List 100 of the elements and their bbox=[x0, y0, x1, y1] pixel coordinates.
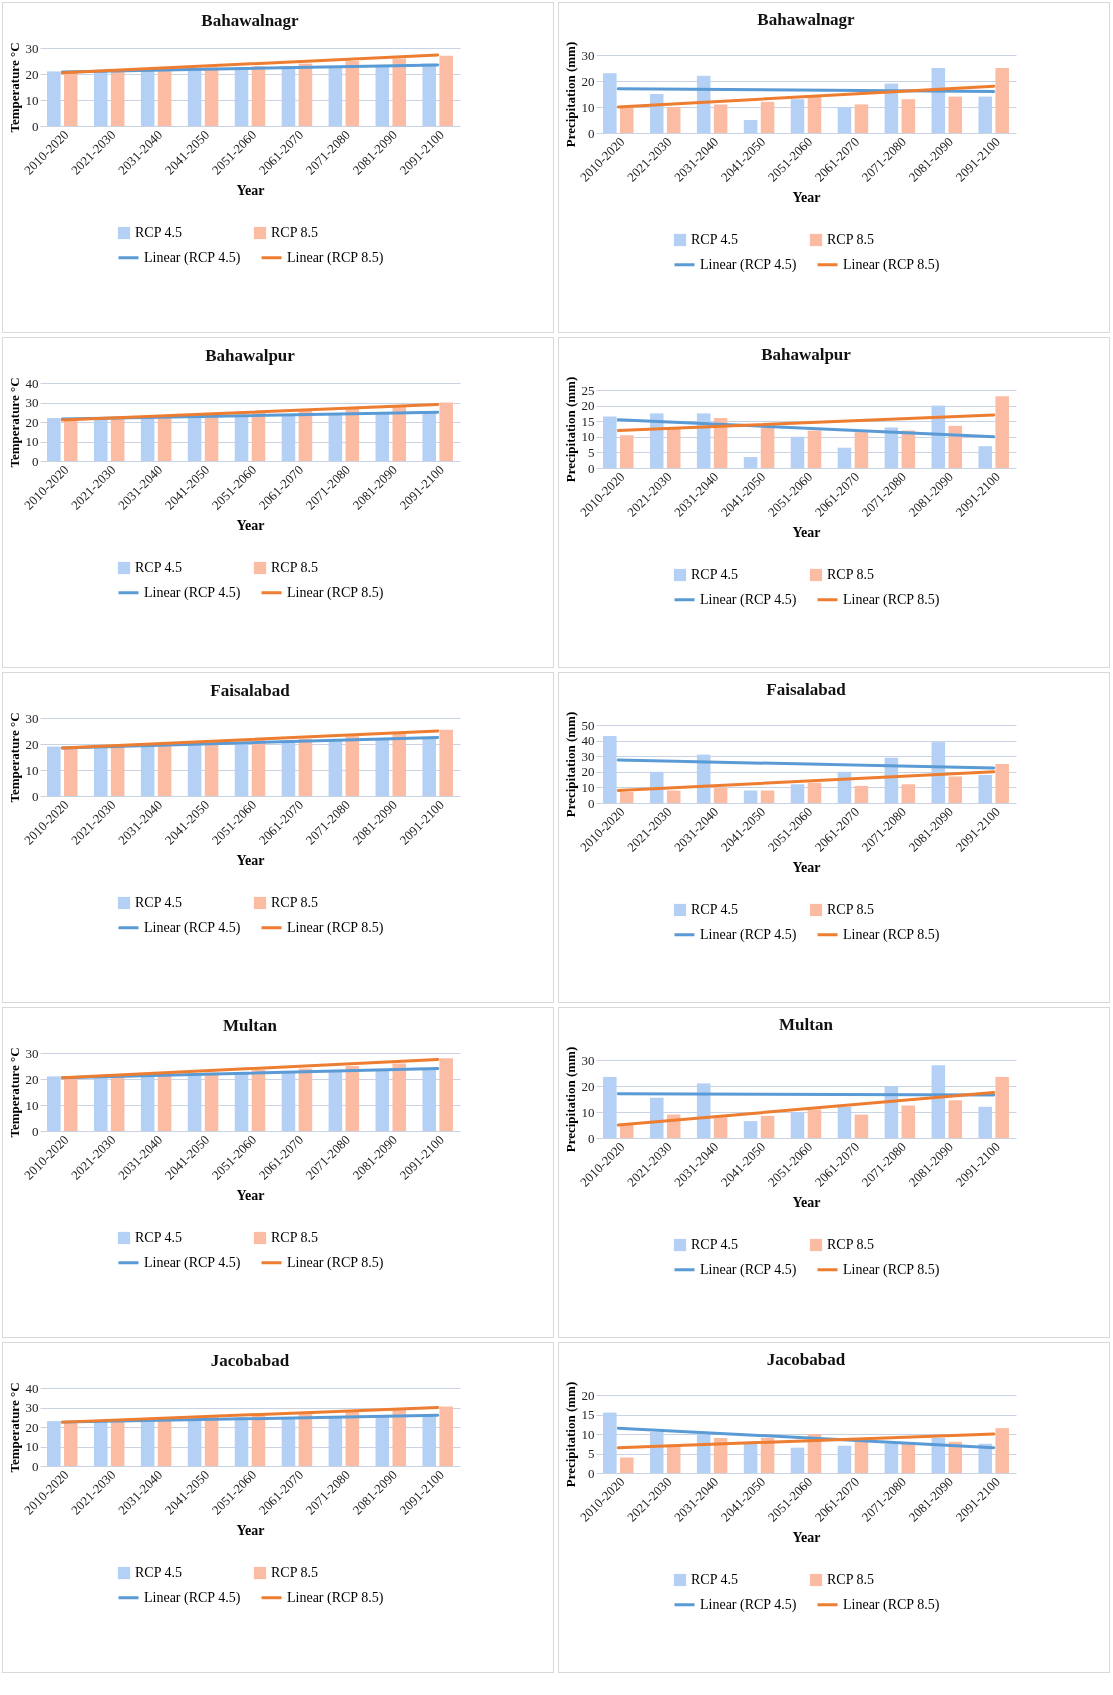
y-tick-label: 30 bbox=[25, 1045, 39, 1061]
bar bbox=[63, 1077, 78, 1131]
legend-label: RCP 4.5 bbox=[691, 567, 738, 582]
bar bbox=[743, 1121, 758, 1138]
y-tick-label: 30 bbox=[581, 1052, 595, 1068]
y-axis-title: Temperature °C bbox=[6, 377, 22, 468]
bar bbox=[884, 427, 899, 468]
legend-label: Linear (RCP 8.5) bbox=[287, 1589, 384, 1606]
bar bbox=[422, 1068, 437, 1131]
bar bbox=[298, 1068, 313, 1131]
y-tick-label: 5 bbox=[588, 1446, 595, 1461]
legend-label: Linear (RCP 4.5) bbox=[144, 919, 241, 936]
bar bbox=[760, 1115, 775, 1138]
y-axis-title: Precipitation (mm) bbox=[562, 711, 578, 818]
bar bbox=[948, 1100, 963, 1138]
bar bbox=[140, 417, 155, 461]
bar bbox=[995, 1076, 1009, 1138]
y-tick-label: 20 bbox=[25, 66, 39, 82]
bar bbox=[837, 447, 852, 468]
y-tick-label: 0 bbox=[32, 118, 39, 134]
bar bbox=[854, 104, 869, 133]
bar bbox=[978, 96, 993, 133]
bar bbox=[345, 736, 360, 796]
bar bbox=[63, 420, 78, 461]
y-tick-label: 20 bbox=[25, 414, 39, 430]
bar bbox=[666, 107, 681, 133]
bar bbox=[251, 66, 266, 126]
legend-label: RCP 8.5 bbox=[271, 560, 318, 575]
y-tick-label: 15 bbox=[581, 413, 595, 429]
bar bbox=[187, 744, 202, 796]
bar bbox=[110, 70, 125, 126]
bar bbox=[298, 63, 313, 126]
x-axis-title: Year bbox=[792, 1194, 821, 1210]
x-axis-title: Year bbox=[236, 517, 265, 533]
y-tick-label: 10 bbox=[581, 1426, 595, 1442]
bar bbox=[439, 1406, 453, 1466]
bar bbox=[422, 1414, 437, 1466]
bar bbox=[110, 418, 125, 461]
bar bbox=[760, 427, 775, 468]
legend-label: RCP 4.5 bbox=[691, 1237, 738, 1252]
bar bbox=[948, 425, 963, 468]
bar bbox=[948, 96, 963, 133]
bar bbox=[901, 784, 916, 803]
bar bbox=[157, 68, 172, 126]
legend-label: RCP 8.5 bbox=[271, 225, 318, 240]
chart-title: Multan bbox=[223, 1015, 278, 1035]
bar bbox=[666, 427, 681, 468]
legend-label: RCP 8.5 bbox=[827, 1572, 874, 1587]
bar bbox=[713, 104, 728, 133]
chart-title: Bahawalnagr bbox=[757, 10, 856, 30]
y-tick-label: 20 bbox=[25, 1071, 39, 1087]
x-axis-title: Year bbox=[792, 859, 821, 875]
y-axis-title: Temperature °C bbox=[6, 1047, 22, 1138]
bar bbox=[63, 1421, 78, 1466]
bar bbox=[807, 782, 822, 803]
bar bbox=[713, 1117, 728, 1138]
bar bbox=[251, 740, 266, 796]
bar bbox=[439, 729, 453, 796]
bar bbox=[392, 1409, 407, 1466]
bar bbox=[375, 1415, 390, 1466]
bar bbox=[204, 742, 219, 796]
bar bbox=[854, 1114, 869, 1138]
y-tick-label: 10 bbox=[25, 1097, 39, 1113]
y-tick-label: 0 bbox=[588, 460, 595, 476]
bar bbox=[328, 413, 343, 461]
bar bbox=[328, 1071, 343, 1131]
bar bbox=[93, 1076, 108, 1131]
bar bbox=[281, 741, 296, 796]
bar bbox=[187, 1073, 202, 1131]
legend-label: RCP 8.5 bbox=[271, 1565, 318, 1580]
bar bbox=[619, 107, 634, 133]
y-axis-title: Precipitation (mm) bbox=[562, 41, 578, 148]
bar bbox=[854, 785, 869, 803]
bar bbox=[948, 776, 963, 803]
legend-label: Linear (RCP 4.5) bbox=[700, 1261, 797, 1278]
bar bbox=[93, 746, 108, 796]
y-tick-label: 40 bbox=[581, 733, 595, 749]
y-tick-label: 0 bbox=[32, 1458, 39, 1474]
bar bbox=[328, 66, 343, 126]
x-axis-title: Year bbox=[792, 189, 821, 205]
chart-title: Bahawalnagr bbox=[201, 10, 300, 30]
legend-label: RCP 4.5 bbox=[691, 1572, 738, 1587]
legend-label: Linear (RCP 4.5) bbox=[144, 1589, 241, 1606]
bar bbox=[439, 1058, 453, 1131]
y-axis-title: Temperature °C bbox=[6, 42, 22, 133]
bar bbox=[837, 1106, 852, 1138]
bar bbox=[837, 107, 852, 133]
bar bbox=[649, 1432, 664, 1473]
bar bbox=[140, 1075, 155, 1131]
bar bbox=[603, 1076, 617, 1138]
legend-label: Linear (RCP 4.5) bbox=[144, 1254, 241, 1271]
y-axis-title: Temperature °C bbox=[6, 712, 22, 803]
legend-label: RCP 8.5 bbox=[827, 232, 874, 247]
bar bbox=[281, 1071, 296, 1131]
bar bbox=[649, 94, 664, 133]
bar bbox=[854, 1441, 869, 1473]
bar bbox=[140, 1419, 155, 1466]
bar bbox=[854, 432, 869, 468]
y-tick-label: 50 bbox=[581, 717, 595, 733]
bar bbox=[743, 1443, 758, 1473]
